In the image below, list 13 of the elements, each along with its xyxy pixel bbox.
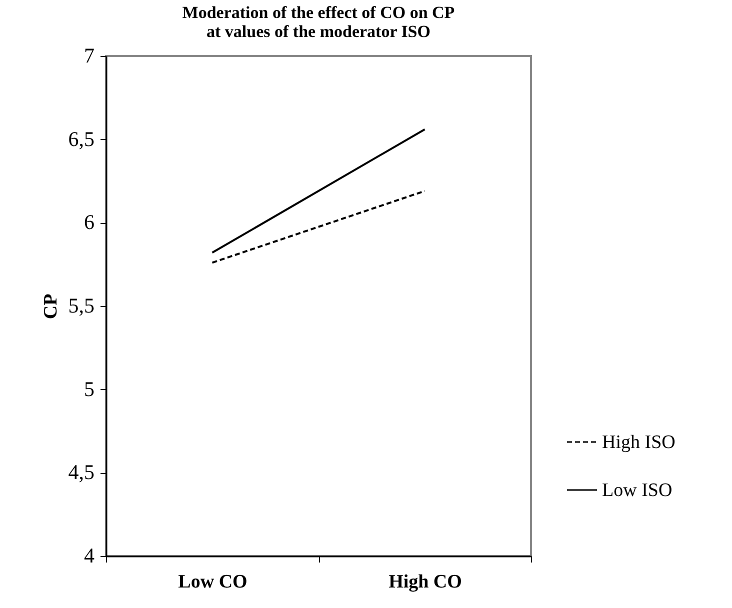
y-tick-label: 6,5 [68,126,94,151]
x-tick-label: High CO [388,572,462,592]
legend-label: High ISO [602,432,676,453]
y-tick-label: 5,5 [68,294,94,318]
chart-title: Moderation of the effect of CO on CP at values of the moderator ISO [182,3,455,41]
y-axis-title: CP [40,293,62,320]
y-tick-label: 4,5 [68,460,94,484]
y-tick-label: 4 [84,544,95,568]
x-tick-label: Low CO [178,572,248,592]
y-tick-label: 5 [84,376,94,401]
y-tick-label: 7 [84,44,94,68]
y-tick-label: 6 [84,210,94,234]
legend-label: Low ISO [602,480,672,501]
